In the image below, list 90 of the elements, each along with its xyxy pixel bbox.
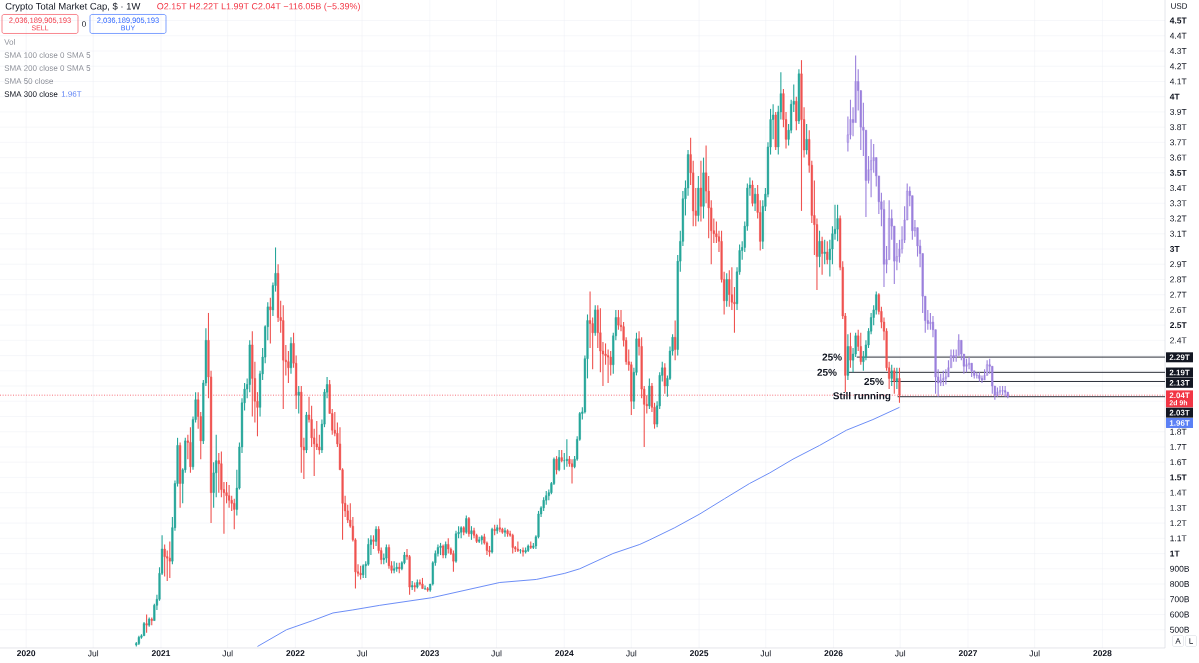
y-tick-label: 2.9T: [1170, 261, 1187, 268]
y-tick-label: 4.1T: [1169, 78, 1187, 85]
candlestick: [836, 204, 839, 242]
candlestick: [439, 542, 442, 556]
x-tick-label: 2028: [1093, 650, 1112, 657]
y-tick-label: 900B: [1170, 565, 1190, 572]
candlestick: [168, 540, 171, 579]
y-tick-label: 1.4T: [1170, 489, 1187, 496]
candlestick: [702, 157, 705, 220]
x-tick-label: Jul: [222, 650, 233, 657]
y-tick-label: 2.8T: [1170, 276, 1187, 283]
y-tick-label: 4.5T: [1169, 17, 1187, 24]
candlestick: [488, 545, 491, 558]
candlestick: [282, 304, 285, 410]
x-tick-label: 2020: [17, 650, 36, 657]
x-tick-label: 2023: [420, 650, 439, 657]
candlestick: [555, 455, 558, 475]
candlestick: [800, 59, 803, 212]
x-tick-label: Jul: [626, 650, 637, 657]
candlestick: [506, 528, 509, 538]
y-tick-label: 600B: [1170, 611, 1190, 618]
x-tick-label: 2022: [286, 650, 305, 657]
y-tick-label: 4T: [1169, 93, 1180, 100]
x-tick-label: Jul: [760, 650, 771, 657]
y-tick-label: 700B: [1170, 596, 1190, 603]
y-tick-label: 1.8T: [1170, 428, 1187, 435]
y-tick-label: 2.6T: [1170, 306, 1187, 313]
candlestick: [305, 411, 308, 454]
y-tick-label: 3.9T: [1170, 108, 1187, 115]
candlestick: [145, 613, 148, 634]
y-tick-label: 4.3T: [1169, 48, 1187, 54]
y-tick-label: 3.2T: [1170, 215, 1187, 222]
candlestick: [859, 332, 862, 366]
x-tick-label: Jul: [894, 650, 906, 657]
y-tick-label: 4.4T: [1169, 32, 1187, 39]
candlestick: [965, 358, 968, 373]
annotation: 25%: [822, 353, 842, 361]
y-tick-label: 3T: [1169, 245, 1180, 252]
candlestick: [617, 309, 620, 331]
annotation: Still running: [833, 392, 891, 402]
y-tick-label: 2.7T: [1170, 291, 1187, 298]
y-tick-label: 1.5T: [1170, 474, 1187, 481]
y-tick-label: 1.7T: [1170, 444, 1187, 450]
candlestick: [519, 548, 522, 555]
y-tick-label: 1.1T: [1170, 535, 1187, 542]
candlestick: [372, 534, 375, 550]
x-tick-label: 2027: [958, 650, 978, 657]
candlestick: [524, 546, 527, 555]
candlestick: [189, 426, 192, 474]
x-tick-label: Jul: [1029, 650, 1040, 657]
x-tick-label: 2026: [824, 650, 843, 657]
x-tick-label: 2025: [689, 650, 709, 657]
candlestick: [818, 230, 821, 268]
y-tick-label: 1T: [1170, 550, 1180, 557]
y-tick-label: 3.8T: [1170, 124, 1187, 131]
candlestick: [447, 537, 450, 555]
y-tick-label: 3.7T: [1170, 139, 1187, 146]
y-tick-label: 1.6T: [1170, 459, 1187, 466]
y-tick-label: 2.5T: [1170, 322, 1187, 329]
candlestick: [898, 367, 901, 404]
candlestick: [751, 179, 754, 207]
candlestick: [297, 385, 300, 414]
x-tick-label: Jul: [491, 650, 502, 657]
y-tick-label: 3.6T: [1170, 154, 1187, 161]
annotation: 25%: [817, 368, 837, 376]
candlestick: [421, 577, 424, 590]
line-series: [257, 406, 900, 647]
y-tick-label: 800B: [1170, 581, 1190, 588]
y-tick-label: 4.2T: [1169, 63, 1187, 70]
candlestick: [849, 332, 852, 369]
x-tick-label: 2021: [151, 650, 171, 657]
candlestick: [996, 387, 999, 398]
y-tick-label: 3.5T: [1169, 169, 1187, 176]
y-tick-label: 3.1T: [1170, 230, 1187, 237]
chart-subtitle: O2.15T H2.22T L1.99T C2.04T −116.05B (−5.39%): [157, 2, 360, 12]
y-tick-label: 1.2T: [1170, 520, 1187, 527]
y-tick-label: 2.4T: [1170, 337, 1187, 344]
annotation: 25%: [864, 377, 884, 385]
y-tick-label: 3.4T: [1170, 185, 1187, 192]
candlestick: [452, 549, 455, 573]
candlestick: [805, 123, 808, 156]
x-tick-label: Jul: [356, 650, 367, 657]
candlestick: [1001, 385, 1004, 396]
chart-title: Crypto Total Market Cap, $ · 1W: [5, 2, 141, 12]
x-tick-label: 2024: [555, 650, 574, 657]
candlestick: [560, 449, 563, 463]
x-tick-label: Jul: [87, 650, 99, 657]
y-tick-label: 3.3T: [1170, 200, 1187, 207]
y-tick-label: 1.3T: [1170, 504, 1187, 511]
y-tick-label: 500B: [1170, 626, 1190, 633]
